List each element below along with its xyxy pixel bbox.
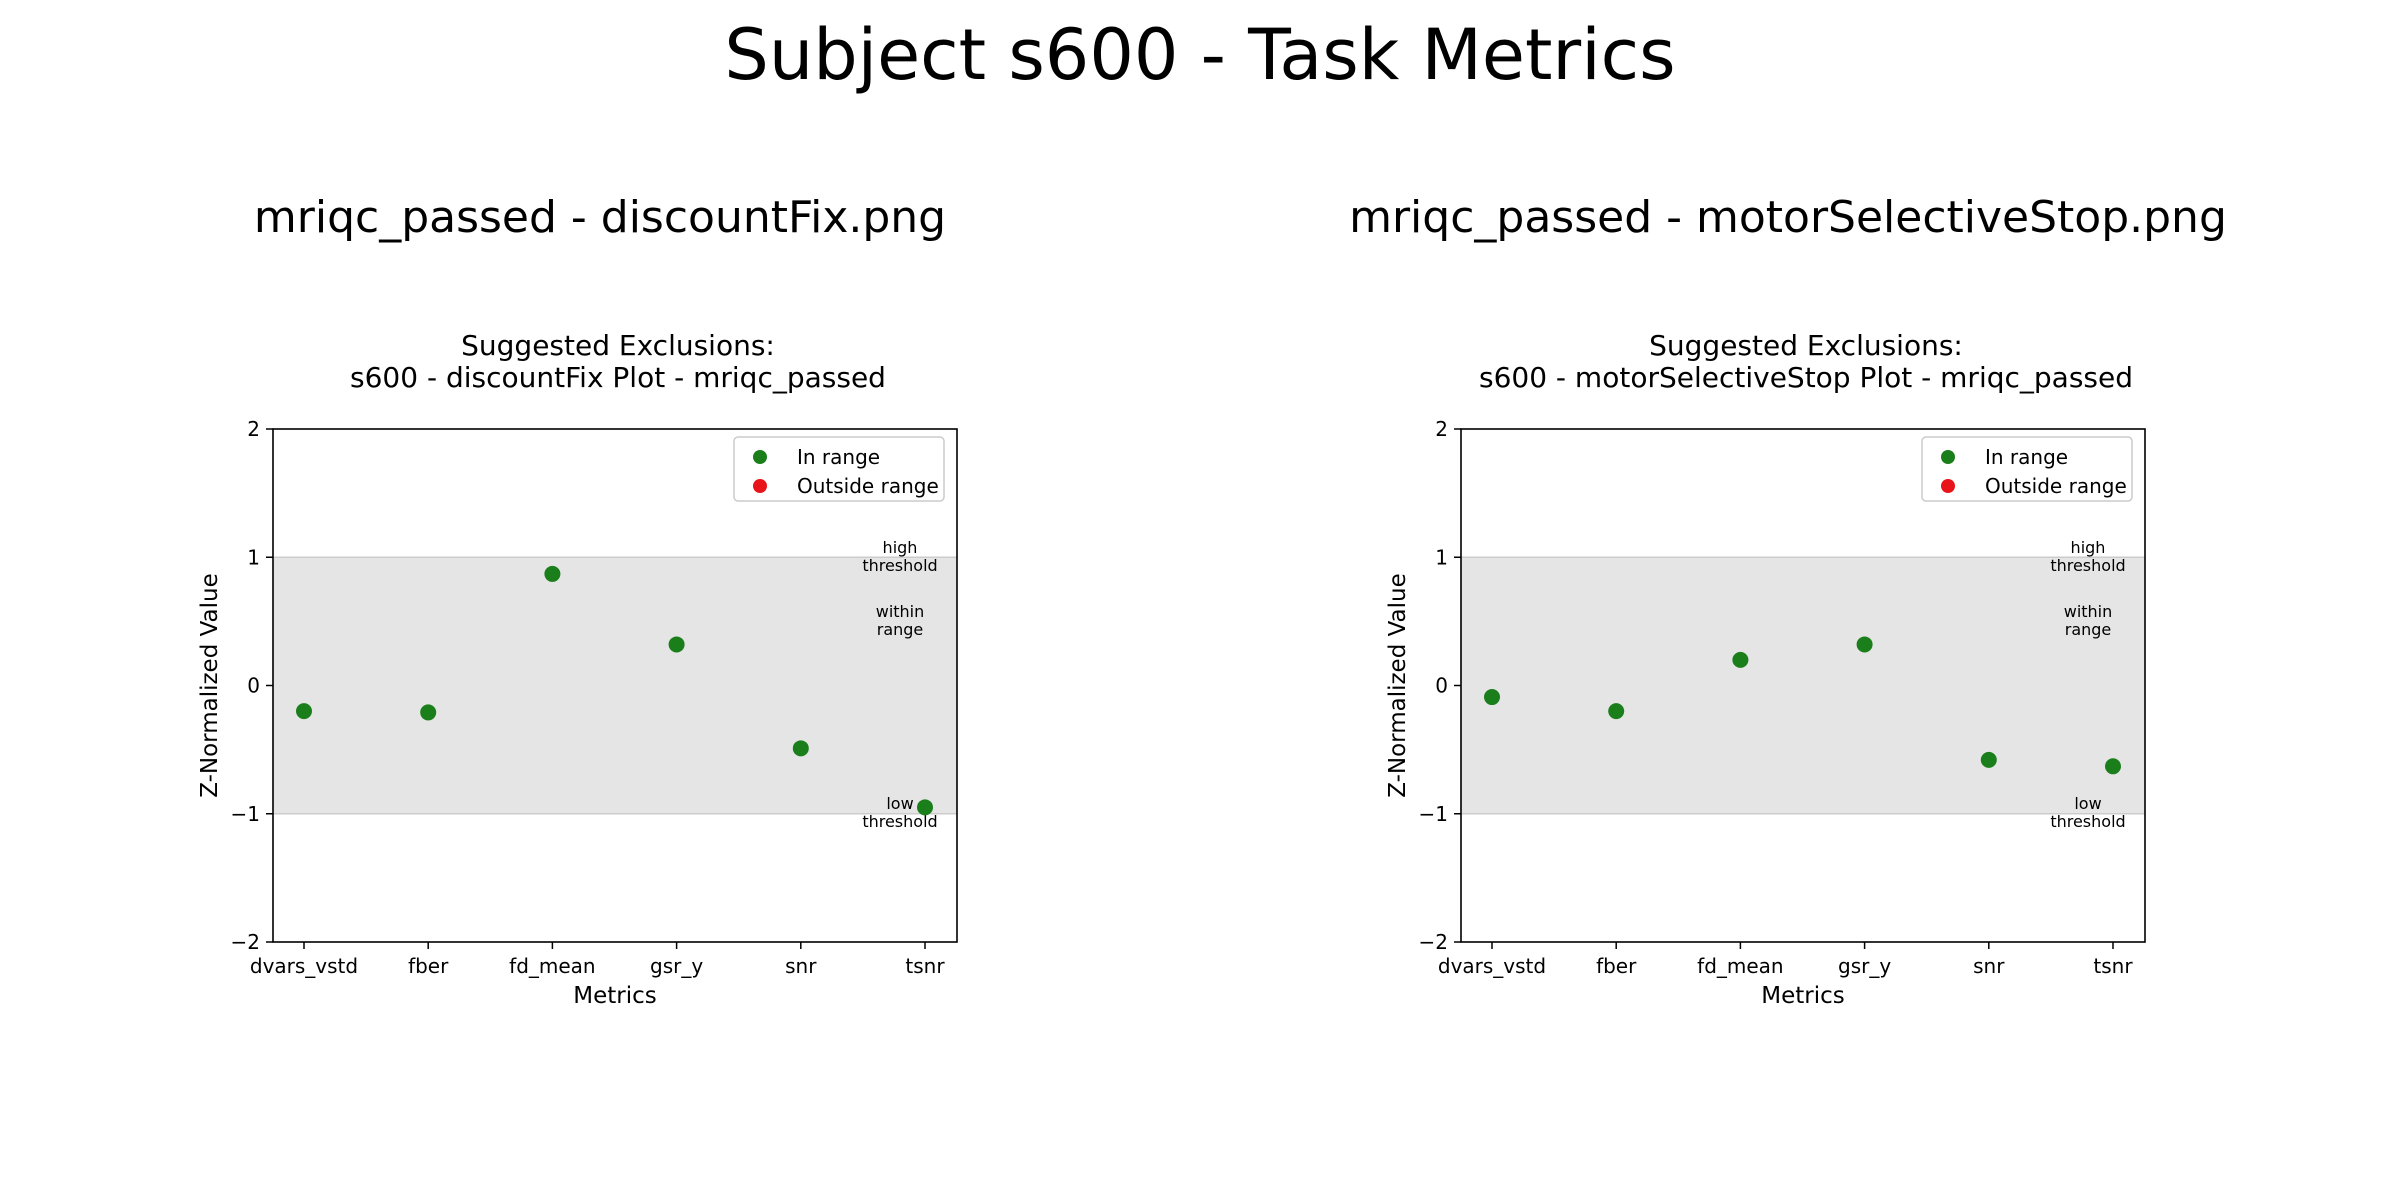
within-range-label-line1: within [876, 602, 925, 621]
data-point-dvars_vstd [1484, 689, 1500, 706]
within-range-label-line2: range [877, 620, 924, 639]
legend-marker-0 [753, 450, 767, 464]
plot-title: Suggested Exclusions: s600 - discountFix… [273, 330, 963, 394]
low-threshold-label-line1: low [2074, 794, 2101, 813]
y-tick-label: 2 [247, 417, 260, 441]
plot-title-line1: Suggested Exclusions: [1649, 329, 1963, 362]
data-point-fber [1608, 703, 1625, 720]
x-tick-label-gsr_y: gsr_y [650, 954, 703, 978]
x-tick-label-tsnr: tsnr [2093, 954, 2133, 978]
within-range-band [1461, 557, 2145, 814]
data-point-tsnr [2105, 758, 2121, 775]
plot-title-line2: s600 - discountFix Plot - mriqc_passed [350, 361, 886, 394]
y-tick-label: 0 [247, 674, 260, 698]
high-threshold-label-line2: threshold [2050, 556, 2125, 575]
figure-title: Subject s600 - Task Metrics [724, 14, 1676, 96]
x-tick-label-snr: snr [1973, 954, 2005, 978]
x-tick-label-fd_mean: fd_mean [509, 954, 595, 978]
y-tick-label: −2 [231, 930, 260, 954]
data-point-gsr_y [668, 636, 685, 653]
legend-marker-0 [1941, 450, 1955, 464]
data-point-gsr_y [1856, 636, 1873, 653]
data-point-snr [1980, 751, 1997, 768]
plot-title-line1: Suggested Exclusions: [461, 329, 775, 362]
y-tick-label: 1 [1435, 545, 1448, 569]
x-tick-label-fber: fber [408, 954, 449, 978]
x-tick-label-gsr_y: gsr_y [1838, 954, 1891, 978]
data-point-snr [792, 740, 809, 757]
within-range-band [273, 557, 957, 814]
x-tick-label-dvars_vstd: dvars_vstd [1438, 954, 1546, 978]
subplot-motorselectivestop: mriqc_passed - motorSelectiveStop.png Su… [1188, 0, 2388, 1200]
data-point-fd_mean [544, 565, 561, 582]
data-point-tsnr [917, 799, 933, 816]
low-threshold-label-line1: low [886, 794, 913, 813]
legend-box [1921, 436, 2133, 502]
scatter-plot-motorselectivestop: highthresholdwithinrangelowthreshold210−… [1385, 417, 2146, 1009]
legend-marker-1 [1941, 479, 1955, 493]
subplot-discountfix: mriqc_passed - discountFix.png Suggested… [197, 192, 963, 1009]
scatter-plot-discountfix: highthresholdwithinrangelowthreshold210−… [197, 417, 958, 1009]
high-threshold-label-line2: threshold [862, 556, 937, 575]
x-axis-label: Metrics [573, 983, 657, 1009]
plot-title-line2: s600 - motorSelectiveStop Plot - mriqc_p… [1479, 361, 2133, 394]
x-tick-label-snr: snr [785, 954, 817, 978]
legend-label-1: Outside range [1985, 474, 2127, 498]
high-threshold-label-line1: high [883, 538, 918, 557]
legend: In range Outside range [1921, 436, 2133, 502]
x-tick-label-dvars_vstd: dvars_vstd [250, 954, 358, 978]
legend-label-0: In range [797, 445, 880, 469]
within-range-label-line2: range [2065, 620, 2112, 639]
panel-title: mriqc_passed - motorSelectiveStop.png [1349, 192, 2227, 243]
low-threshold-label-line2: threshold [2050, 812, 2125, 831]
data-point-fber [420, 704, 437, 721]
y-tick-label: −2 [1419, 930, 1448, 954]
x-tick-label-fd_mean: fd_mean [1697, 954, 1783, 978]
legend-label-1: Outside range [797, 474, 939, 498]
legend: In range Outside range [733, 436, 945, 502]
y-axis-label: Z-Normalized Value [1385, 573, 1411, 798]
y-tick-label: −1 [231, 802, 260, 826]
legend-marker-1 [753, 479, 767, 493]
y-tick-label: 0 [1435, 674, 1448, 698]
y-tick-label: 2 [1435, 417, 1448, 441]
legend-label-0: In range [1985, 445, 2068, 469]
data-point-dvars_vstd [296, 703, 312, 720]
y-tick-label: −1 [1419, 802, 1448, 826]
x-tick-label-tsnr: tsnr [905, 954, 945, 978]
plot-title: Suggested Exclusions: s600 - motorSelect… [1461, 330, 2151, 394]
x-axis-label: Metrics [1761, 983, 1845, 1009]
low-threshold-label-line2: threshold [862, 812, 937, 831]
y-axis-label: Z-Normalized Value [197, 573, 223, 798]
data-point-fd_mean [1732, 651, 1749, 668]
panel-title: mriqc_passed - discountFix.png [253, 192, 947, 243]
x-tick-label-fber: fber [1596, 954, 1637, 978]
y-tick-label: 1 [247, 545, 260, 569]
legend-box [733, 436, 945, 502]
within-range-label-line1: within [2064, 602, 2113, 621]
high-threshold-label-line1: high [2071, 538, 2106, 557]
